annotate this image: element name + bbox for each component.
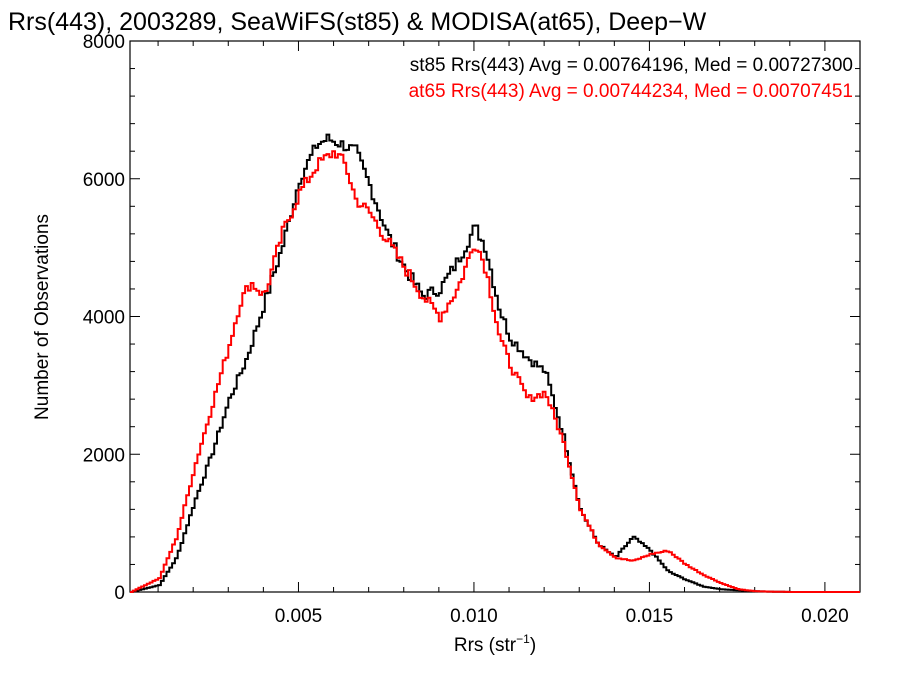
- annotation-st85: st85 Rrs(443) Avg = 0.00764196, Med = 0.…: [410, 55, 853, 76]
- plot-area: 0.005 0.010 0.015 0.020 0 2000 4000 6000 8000: [83, 32, 861, 627]
- y-tick-label: 4000: [83, 308, 125, 329]
- series-lines: [130, 133, 860, 593]
- y-tick-label: 8000: [83, 32, 125, 53]
- annotations: st85 Rrs(443) Avg = 0.00764196, Med = 0.…: [409, 55, 853, 102]
- x-tick-label: 0.010: [450, 606, 498, 627]
- series-line-at65: [130, 150, 860, 593]
- axis-ticks: 0.005 0.010 0.015 0.020 0 2000 4000 6000 8000: [83, 32, 860, 627]
- y-axis-label: Number of Observations: [32, 214, 53, 420]
- y-tick-label: 0: [114, 583, 125, 604]
- x-tick-label: 0.015: [626, 606, 674, 627]
- x-tick-label: 0.020: [801, 606, 849, 627]
- x-axis-label-superscript: −1: [516, 632, 530, 646]
- x-tick-label: 0.005: [275, 606, 323, 627]
- x-axis-label-end: ): [530, 635, 536, 656]
- x-axis-label-main: Rrs (str: [454, 635, 517, 656]
- y-tick-label: 2000: [83, 445, 125, 466]
- x-axis-label: Rrs (str−1): [454, 632, 536, 656]
- chart-title: Rrs(443), 2003289, SeaWiFS(st85) & MODIS…: [8, 8, 707, 36]
- series-line-st85: [130, 133, 860, 593]
- annotation-at65: at65 Rrs(443) Avg = 0.00744234, Med = 0.…: [409, 81, 853, 102]
- y-tick-label: 6000: [83, 170, 125, 191]
